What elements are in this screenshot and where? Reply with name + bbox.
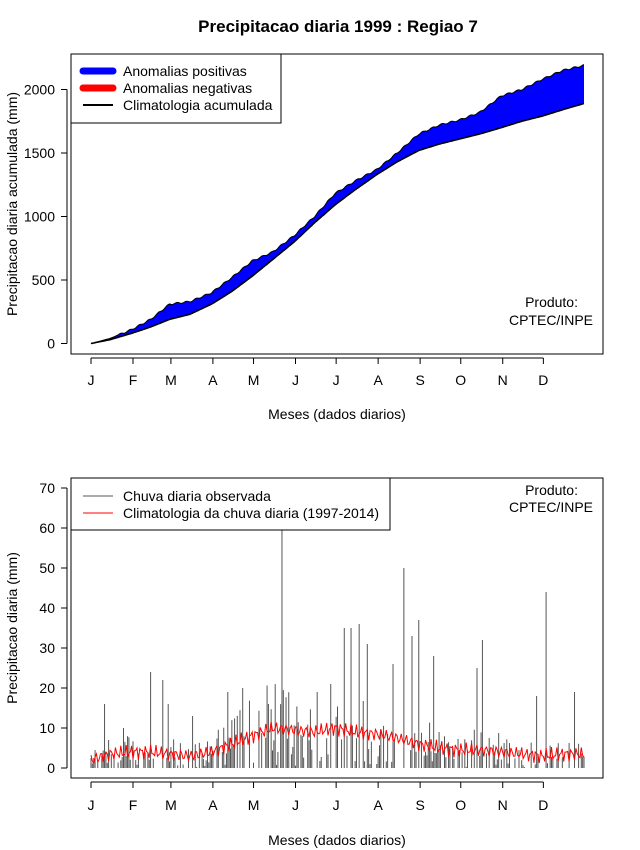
chart-title: Precipitacao diaria 1999 : Regiao 7	[198, 17, 478, 36]
bottom-x-axis-label: Meses (dados diarios)	[268, 832, 406, 848]
bottom-annotation-line1: Produto:	[525, 482, 578, 498]
bottom-x-tick-label: S	[415, 797, 424, 813]
bottom-y-tick-label: 40	[39, 600, 55, 616]
top-x-tick-label: J	[88, 372, 95, 388]
legend-label-negative: Anomalias negativas	[123, 80, 252, 96]
top-x-tick-label: M	[248, 372, 260, 388]
top-x-axis-label: Meses (dados diarios)	[268, 406, 406, 422]
top-x-tick-label: A	[208, 372, 218, 388]
top-x-tick-label: A	[373, 372, 383, 388]
top-annotation-line2: CPTEC/INPE	[509, 312, 593, 328]
top-y-tick-label: 500	[32, 272, 56, 288]
top-x-tick-label: J	[292, 372, 299, 388]
top-y-tick-label: 1500	[24, 145, 55, 161]
bottom-y-tick-label: 10	[39, 720, 55, 736]
bottom-x-tick-label: O	[455, 797, 466, 813]
top-axes: 0 500 1000 1500 2000 J F M A M J J A S O N D	[24, 82, 549, 389]
bottom-x-tick-label: D	[538, 797, 548, 813]
top-cumulative-series	[90, 64, 585, 345]
climatology-cumulative-line	[90, 102, 585, 345]
bottom-legend-box	[70, 477, 391, 531]
top-y-tick-label: 2000	[24, 82, 55, 98]
top-x-tick-label: D	[538, 372, 548, 388]
legend-label-daily-climatology: Climatologia da chuva diaria (1997-2014)	[123, 505, 379, 521]
bottom-y-axis-label: Precipitacao diaria (mm)	[4, 552, 20, 704]
bottom-x-tick-label: M	[165, 797, 177, 813]
bottom-x-tick-label: N	[498, 797, 508, 813]
top-x-tick-label: M	[165, 372, 177, 388]
bottom-daily-series	[90, 508, 585, 768]
bottom-y-tick-label: 70	[39, 480, 55, 496]
top-y-tick-label: 0	[47, 336, 55, 352]
bottom-axes: 0 10 20 30 40 50 60 70 J F M A M J J A S O N D	[39, 480, 548, 813]
top-legend-box	[70, 53, 282, 124]
legend-label-positive: Anomalias positivas	[123, 63, 247, 79]
top-x-tick-label: N	[498, 372, 508, 388]
top-x-tick-label: J	[333, 372, 340, 388]
bottom-x-tick-label: J	[292, 797, 299, 813]
top-x-tick-label: F	[129, 372, 138, 388]
bottom-x-tick-label: J	[88, 797, 95, 813]
bottom-y-tick-label: 30	[39, 640, 55, 656]
top-y-axis-label: Precipitacao diaria acumulada (mm)	[4, 92, 20, 316]
bottom-legend: Chuva diaria observada Climatologia da c…	[70, 477, 391, 531]
top-y-tick-label: 1000	[24, 209, 55, 225]
bottom-x-tick-label: J	[333, 797, 340, 813]
observed-cumulative-line	[90, 64, 585, 344]
top-x-tick-label: O	[455, 372, 466, 388]
positive-anomaly-area	[91, 64, 584, 344]
bottom-x-tick-label: A	[373, 797, 383, 813]
top-x-tick-label: S	[415, 372, 424, 388]
top-legend: Anomalias positivas Anomalias negativas …	[70, 53, 282, 124]
top-plot-frame	[70, 53, 604, 355]
bottom-x-tick-label: A	[208, 797, 218, 813]
bottom-y-tick-label: 60	[39, 520, 55, 536]
bottom-y-tick-label: 20	[39, 680, 55, 696]
bottom-annotation-line2: CPTEC/INPE	[509, 499, 593, 515]
bottom-y-tick-label: 0	[47, 760, 55, 776]
daily-climatology-line	[90, 721, 585, 765]
bottom-x-tick-label: F	[129, 797, 138, 813]
bottom-y-tick-label: 50	[39, 560, 55, 576]
legend-label-climatology: Climatologia acumulada	[123, 97, 273, 113]
bottom-x-tick-label: M	[248, 797, 260, 813]
legend-label-observed: Chuva diaria observada	[123, 488, 271, 504]
top-annotation-line1: Produto:	[525, 294, 578, 310]
